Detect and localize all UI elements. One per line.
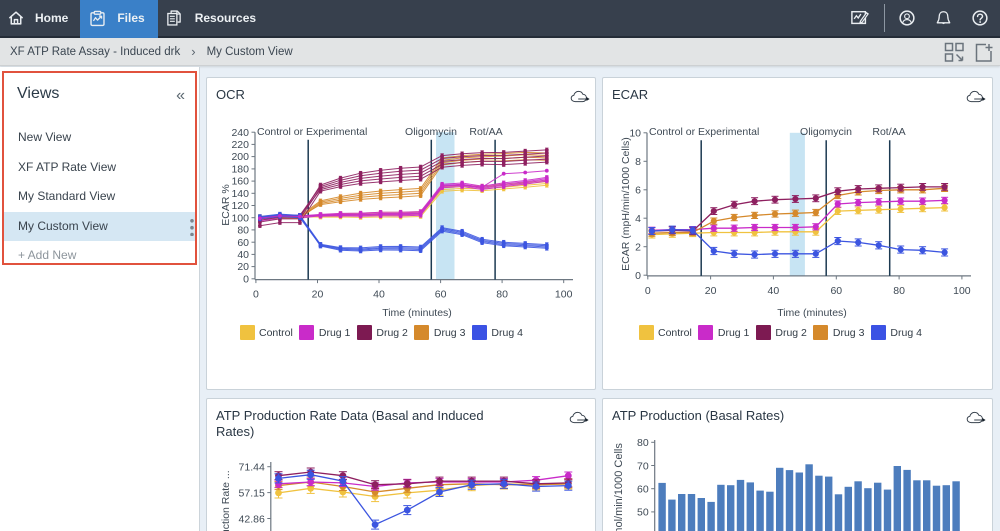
- svg-text:100: 100: [554, 289, 572, 301]
- svg-text:Time (minutes): Time (minutes): [382, 307, 452, 319]
- svg-text:160: 160: [231, 176, 249, 188]
- svg-text:ECAR %: ECAR %: [220, 184, 232, 225]
- svg-text:60: 60: [237, 237, 249, 249]
- svg-text:Time (minutes): Time (minutes): [777, 307, 847, 319]
- svg-text:0: 0: [635, 270, 641, 282]
- svg-text:100: 100: [953, 285, 971, 297]
- svg-text:Rot/AA: Rot/AA: [469, 126, 502, 138]
- svg-text:ECAR (mpH/min/1000 Cells): ECAR (mpH/min/1000 Cells): [620, 137, 632, 271]
- svg-text:100: 100: [231, 212, 249, 224]
- svg-text:80: 80: [496, 289, 508, 301]
- svg-text:80: 80: [237, 225, 249, 237]
- svg-text:240: 240: [231, 127, 249, 139]
- svg-text:20: 20: [311, 289, 323, 301]
- svg-text:4: 4: [635, 213, 641, 225]
- svg-text:Control or Experimental: Control or Experimental: [257, 126, 367, 138]
- svg-text:8: 8: [635, 156, 641, 168]
- svg-text:80: 80: [893, 285, 905, 297]
- svg-text:140: 140: [231, 188, 249, 200]
- svg-text:0: 0: [644, 285, 650, 297]
- svg-text:0: 0: [252, 289, 258, 301]
- svg-text:57.15: 57.15: [238, 487, 264, 499]
- svg-text:60: 60: [830, 285, 842, 297]
- svg-text:Control or Experimental: Control or Experimental: [649, 126, 759, 138]
- svg-text:40: 40: [373, 289, 385, 301]
- svg-text:220: 220: [231, 139, 249, 151]
- svg-text:71.44: 71.44: [238, 461, 264, 473]
- svg-text:80: 80: [637, 437, 649, 449]
- svg-text:50: 50: [637, 506, 649, 518]
- svg-text:120: 120: [231, 200, 249, 212]
- svg-text:180: 180: [231, 164, 249, 176]
- svg-text:Rot/AA: Rot/AA: [872, 126, 905, 138]
- svg-text:20: 20: [237, 261, 249, 273]
- svg-text:42.86: 42.86: [238, 513, 264, 525]
- svg-text:70: 70: [637, 460, 649, 472]
- svg-text:40: 40: [237, 249, 249, 261]
- svg-text:2: 2: [635, 241, 641, 253]
- svg-text:6: 6: [635, 184, 641, 196]
- svg-text:0: 0: [243, 273, 249, 285]
- svg-text:60: 60: [434, 289, 446, 301]
- svg-text:60: 60: [637, 483, 649, 495]
- svg-text:Oligomycin: Oligomycin: [405, 126, 457, 138]
- svg-text:ATP Production Rate ...: ATP Production Rate ...: [220, 470, 232, 531]
- svg-text:40: 40: [767, 285, 779, 297]
- svg-text:Oligomycin: Oligomycin: [800, 126, 852, 138]
- svg-text:200: 200: [231, 151, 249, 163]
- svg-text:10: 10: [629, 127, 641, 139]
- svg-text:20: 20: [704, 285, 716, 297]
- svg-text:pmol/min/1000 Cells: pmol/min/1000 Cells: [613, 442, 625, 531]
